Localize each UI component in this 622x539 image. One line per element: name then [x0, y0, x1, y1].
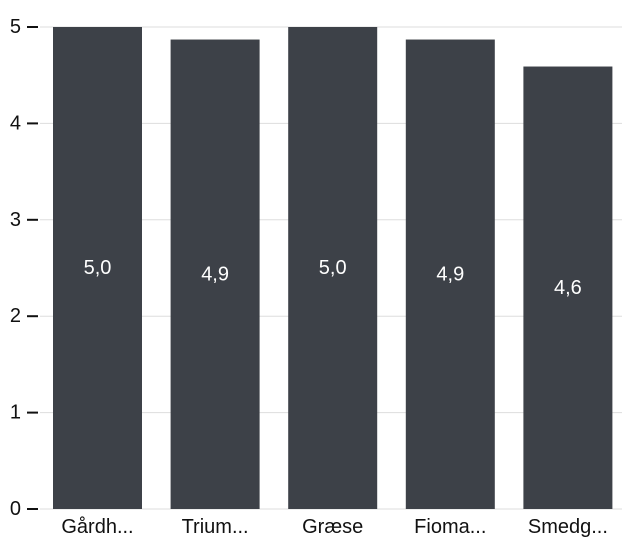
y-tick-label: 3 [10, 209, 21, 231]
data-label: 5,0 [84, 257, 112, 279]
data-label: 5,0 [319, 257, 347, 279]
x-axis: Gårdh... Trium... Græse Fioma... Smedg... [61, 516, 608, 538]
x-tick-label: Trium... [182, 516, 249, 538]
data-label: 4,6 [554, 277, 582, 299]
x-tick-label: Fioma... [414, 516, 486, 538]
bar [523, 66, 613, 510]
bar [288, 27, 378, 509]
y-tick-label: 1 [10, 402, 21, 424]
y-tick-label: 4 [10, 112, 21, 134]
bar [170, 39, 260, 509]
bar [53, 27, 142, 509]
y-tick-label: 5 [10, 16, 21, 38]
bar [405, 39, 495, 509]
x-tick-label: Smedg... [528, 516, 608, 538]
bars [53, 27, 613, 510]
x-tick-label: Gårdh... [61, 516, 133, 538]
y-tick-label: 2 [10, 305, 21, 327]
data-label: 4,9 [436, 263, 464, 285]
bar-labels: 5,0 4,9 5,0 4,9 4,6 [84, 257, 582, 299]
data-label: 4,9 [201, 263, 229, 285]
y-tick-label: 0 [10, 498, 21, 520]
x-tick-label: Græse [302, 516, 363, 538]
y-axis: 0 1 2 3 4 5 [10, 16, 38, 520]
